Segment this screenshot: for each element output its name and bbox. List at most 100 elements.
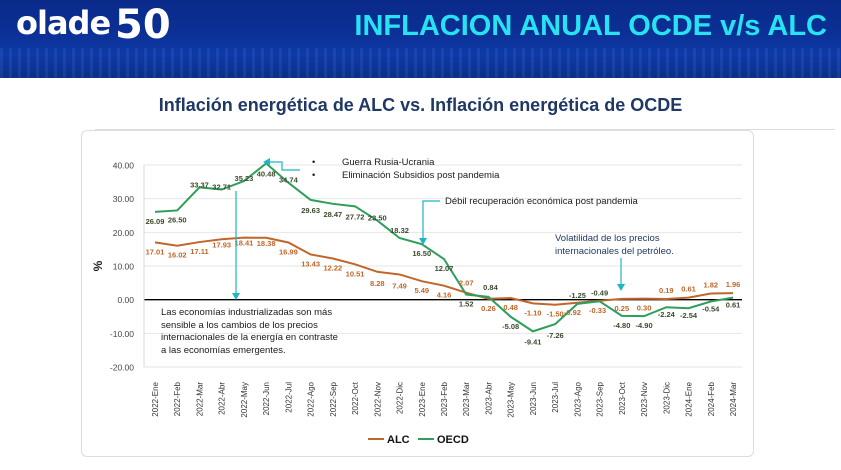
x-tick-label: 2024-Feb: [707, 381, 716, 416]
y-tick-label: -10.00: [110, 329, 134, 339]
data-label-oecd: 32.71: [212, 183, 231, 192]
data-label-alc: 18.38: [257, 239, 276, 248]
war-arrow: [268, 161, 300, 171]
x-tick-label: 2022-Jul: [284, 382, 293, 413]
data-label-oecd: 0.61: [726, 301, 741, 310]
x-tick-label: 2023-Jun: [529, 382, 538, 415]
data-label-oecd: -9.41: [524, 337, 541, 346]
volatility-annotation: Volatilidad de los precios internacional…: [555, 233, 674, 257]
data-label-oecd: 34.74: [279, 176, 299, 185]
x-tick-label: 2023-May: [507, 382, 516, 418]
data-label-oecd: 35.23: [235, 174, 254, 183]
y-tick-label: 30.00: [113, 194, 135, 204]
x-tick-label: 2022-Oct: [351, 381, 360, 415]
data-label-oecd: 28.47: [323, 210, 342, 219]
annotation-arrows: [232, 158, 625, 300]
data-label-alc: 17.93: [212, 240, 231, 249]
x-tick-label: 2023-Jul: [551, 382, 560, 413]
x-tick-label: 2022-Dic: [396, 382, 405, 414]
arrow-head: [232, 293, 240, 300]
data-label-oecd: 1.52: [459, 300, 474, 309]
legend: ALC OECD: [368, 434, 469, 446]
y-axis: -20.00 -10.00 0.00 10.00 20.00 30.00 40.00%: [91, 161, 145, 373]
x-tick-label: 2023-Sep: [596, 381, 605, 416]
data-label-oecd: -0.49: [591, 288, 608, 297]
data-label-alc: -1.50: [547, 310, 564, 319]
data-label-alc: 10.51: [346, 269, 365, 278]
chart-frame: [81, 130, 754, 457]
data-label-alc: 0.26: [481, 304, 496, 313]
data-label-oecd: -2.54: [680, 311, 698, 320]
data-label-oecd: 18.32: [390, 226, 409, 235]
data-label-alc: 13.43: [301, 259, 320, 268]
data-label-alc: 5.49: [414, 286, 429, 295]
y-tick-label: 0.00: [117, 295, 134, 305]
data-label-oecd: 29.63: [301, 206, 320, 215]
x-tick-label: 2023-Feb: [440, 381, 449, 416]
x-tick-label: 2022-Abr: [218, 382, 227, 415]
x-tick-label: 2023-Dic: [662, 382, 671, 414]
x-tick-label: 2022-Mar: [195, 382, 204, 417]
data-label-oecd: 16.50: [412, 249, 431, 258]
x-tick-label: 2023-Oct: [618, 381, 627, 415]
x-tick-label: 2022-Sep: [329, 381, 338, 416]
data-label-oecd: 40.48: [257, 169, 276, 178]
industrialized-annotation: Las economías industrializadas son más s…: [161, 307, 338, 356]
data-label-alc: 12.22: [323, 264, 342, 273]
data-label-oecd: 26.50: [168, 215, 187, 224]
arrow-head: [263, 158, 270, 166]
x-tick-label: 2022-Jun: [262, 382, 271, 415]
data-label-alc: 4.16: [437, 291, 452, 300]
y-tick-label: 10.00: [113, 262, 135, 272]
x-tick-label: 2022-May: [240, 382, 249, 418]
arrow-head: [419, 238, 427, 245]
data-label-alc: 0.48: [503, 303, 518, 312]
war-annotation-item: • Eliminación Subsidios post pandemia: [312, 169, 500, 181]
data-label-oecd: 23.50: [368, 214, 387, 223]
data-label-alc: -1.10: [524, 308, 541, 317]
x-tick-label: 2022-Nov: [373, 382, 382, 417]
data-label-alc: 18.41: [235, 239, 254, 248]
legend-label-oecd: OECD: [437, 434, 469, 446]
data-label-oecd: -2.24: [658, 310, 676, 319]
data-label-oecd: 33.37: [190, 180, 209, 189]
legend-label-alc: ALC: [387, 434, 410, 446]
anniversary-logo: 50: [115, 2, 171, 48]
series-line-alc: [154, 236, 734, 306]
x-tick-label: 2023-Ago: [573, 381, 582, 416]
x-tick-label: 2022-Ago: [307, 381, 316, 416]
olade-logo: olade: [16, 4, 111, 42]
data-label-alc: 7.49: [392, 281, 407, 290]
x-tick-label: 2022-Ene: [151, 381, 160, 416]
x-tick-label: 2023-Nov: [640, 382, 649, 417]
x-tick-label: 2023-Ene: [418, 381, 427, 416]
series-lines: [154, 162, 734, 333]
arrow-head: [617, 284, 625, 291]
data-label-oecd: -1.25: [569, 291, 586, 300]
data-label-alc: 0.25: [615, 304, 630, 313]
header-banner: olade 50 INFLACION ANUAL OCDE v/s ALC: [0, 0, 841, 78]
data-label-oecd: 26.09: [146, 217, 165, 226]
data-label-oecd: 12.07: [435, 264, 454, 273]
data-label-alc: 16.02: [168, 251, 187, 260]
banner-title: INFLACION ANUAL OCDE v/s ALC: [354, 10, 827, 42]
data-label-alc: 0.19: [659, 286, 674, 295]
data-label-alc: 16.99: [279, 247, 298, 256]
chart-title: Inflación energética de ALC vs. Inflació…: [158, 95, 683, 115]
data-label-alc: 1.96: [726, 280, 741, 289]
data-label-alc: 17.11: [190, 247, 208, 256]
data-label-oecd: -4.90: [636, 321, 653, 330]
data-label-oecd: -5.08: [502, 322, 519, 331]
x-tick-label: 2023-Abr: [484, 382, 493, 415]
x-tick-label: 2023-Mar: [462, 382, 471, 417]
data-label-oecd: 0.84: [483, 283, 498, 292]
war-annotation: • Guerra Rusia-Ucrania • Eliminación Subsi…: [312, 157, 499, 182]
y-tick-label: -20.00: [110, 363, 134, 373]
x-axis: 2022-Ene 2022-Feb 2022-Mar 2022-Abr 2022-May…: [151, 381, 738, 417]
y-axis-label: %: [91, 260, 105, 271]
data-label-alc: 0.30: [637, 304, 652, 313]
recovery-annotation: Débil recuperación económica post pandem…: [445, 196, 638, 207]
recovery-arrow: [422, 200, 440, 240]
x-tick-label: 2024-Mar: [729, 382, 738, 417]
